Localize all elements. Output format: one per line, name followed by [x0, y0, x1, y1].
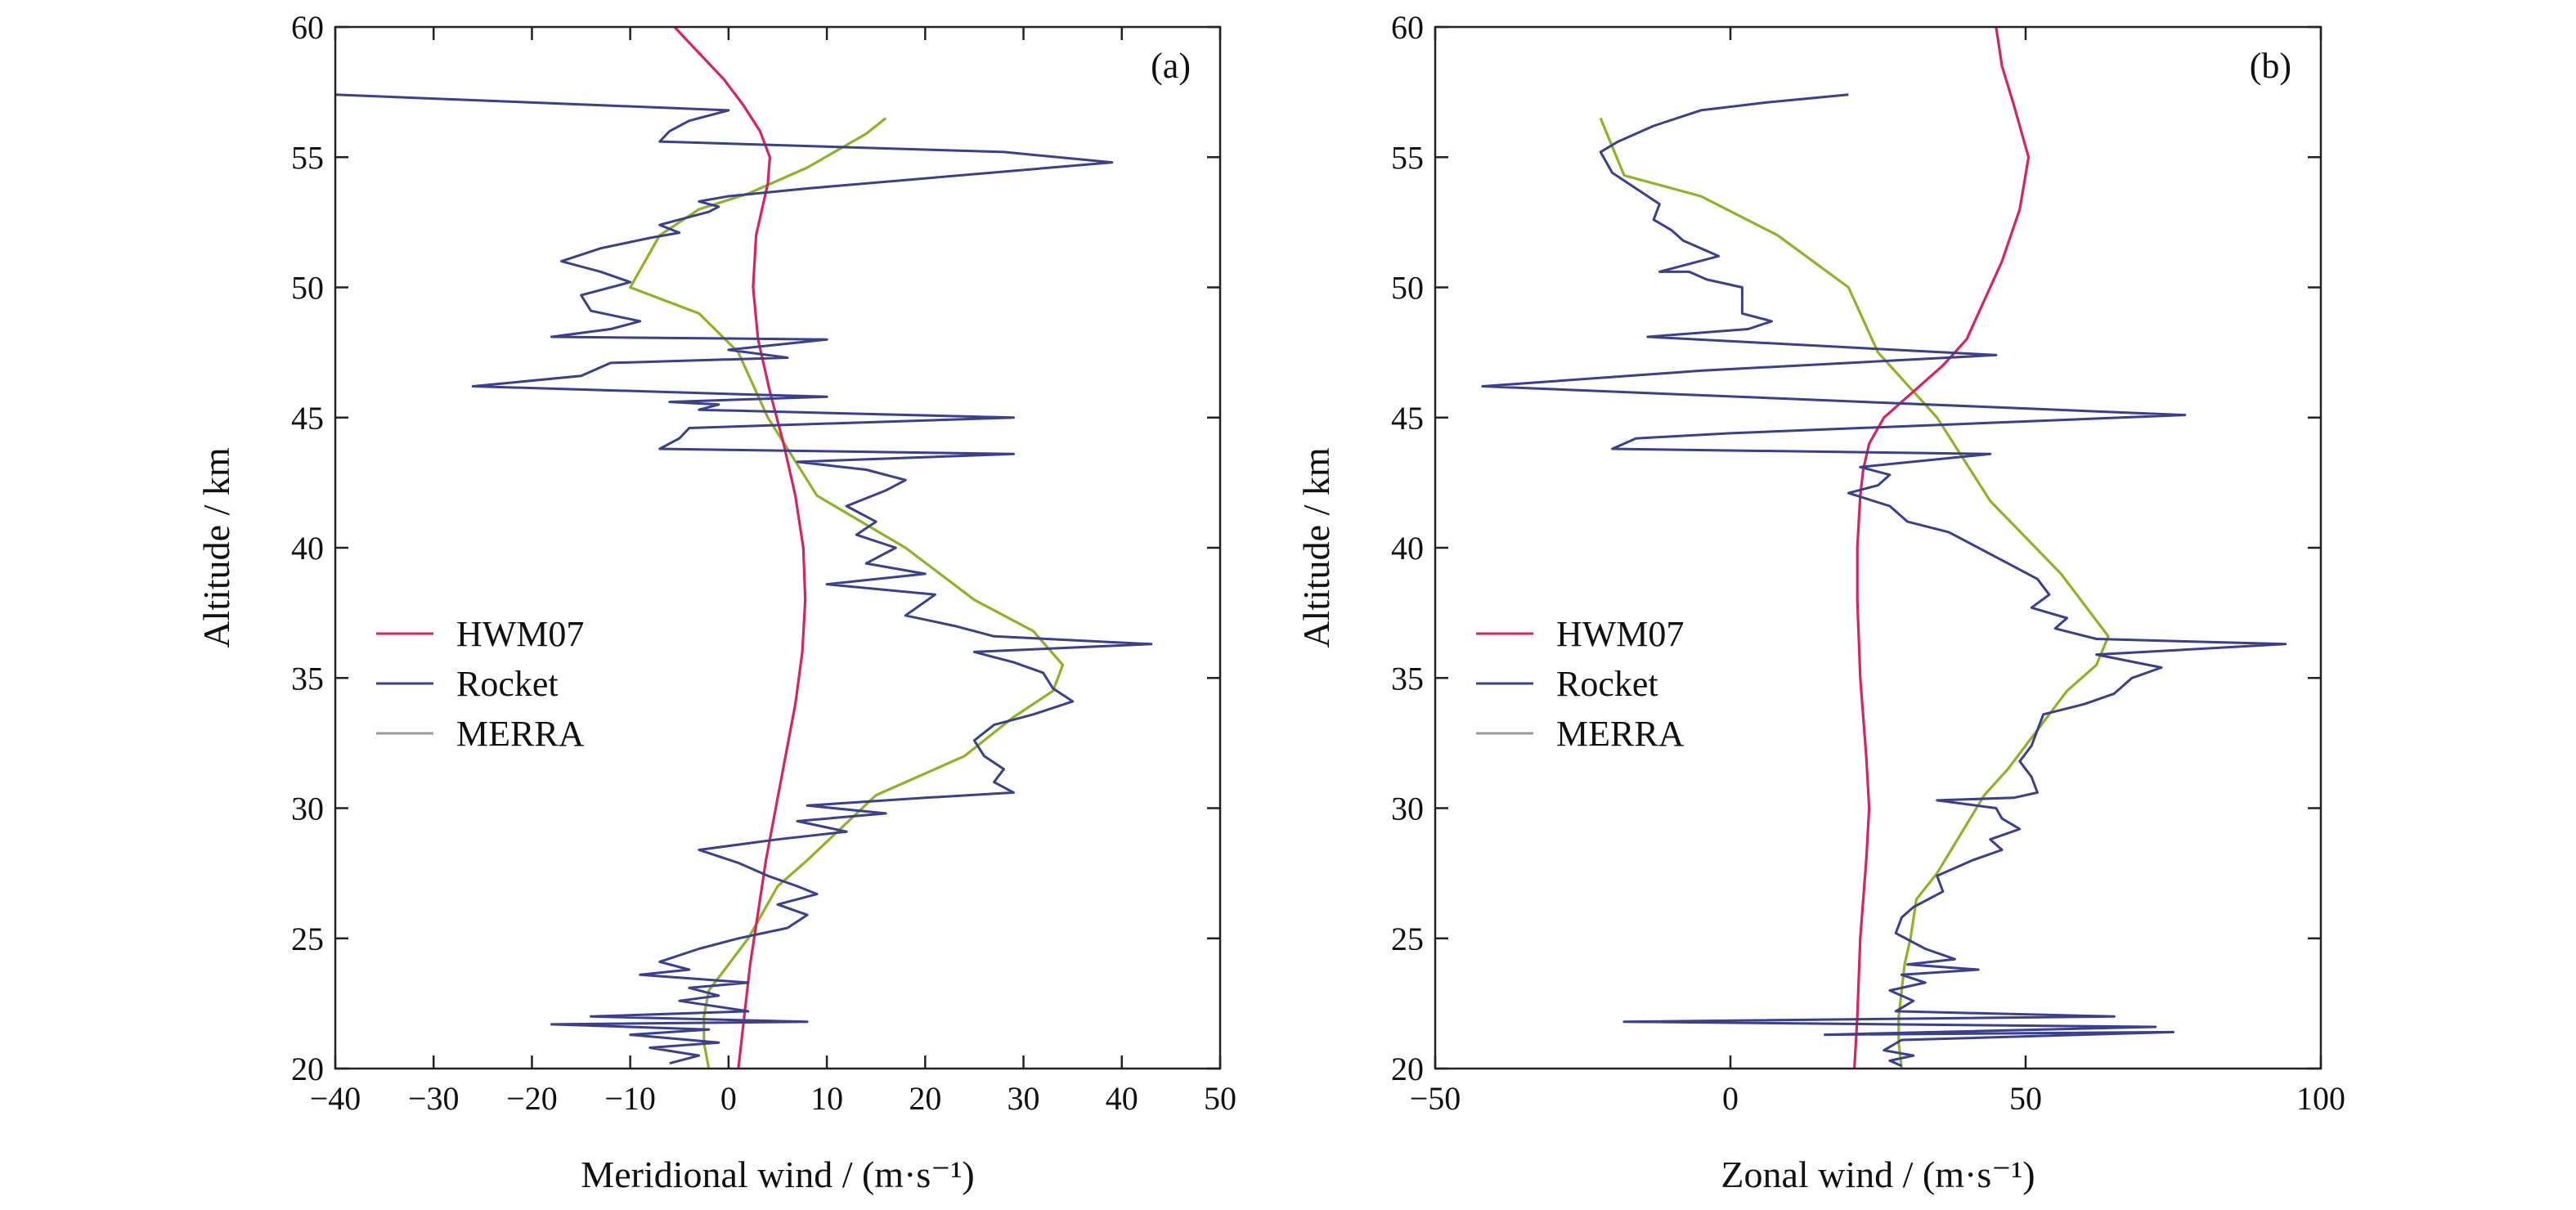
- x-tick-label: 50: [1204, 1080, 1236, 1117]
- x-tick-label: 100: [2296, 1080, 2345, 1117]
- y-tick-label: 20: [1391, 1051, 1424, 1087]
- x-tick-label: −50: [1410, 1080, 1461, 1117]
- panel-b: −50 0 50 100 20 25 30 35 40 45 50 55 60 Zonal wind / …: [1295, 9, 2345, 1195]
- legend-label-rocket: Rocket: [456, 664, 559, 704]
- y-tick-label: 40: [291, 530, 324, 567]
- series-line-hwm07: [1853, 27, 2031, 1069]
- y-tick-label: 45: [291, 400, 324, 437]
- y-tick-label: 60: [291, 9, 324, 46]
- y-tick-label: 20: [291, 1051, 324, 1087]
- y-tick-label: 55: [291, 139, 324, 176]
- x-tick-label: 20: [909, 1080, 941, 1117]
- legend-label-merra: MERRA: [1556, 714, 1685, 754]
- series-line-merra: [1599, 117, 2110, 1069]
- x-tick-label: 40: [1106, 1080, 1138, 1117]
- legend-label-merra: MERRA: [456, 714, 585, 754]
- y-tick-label: 25: [291, 921, 324, 957]
- series-line-hwm07: [673, 27, 807, 1069]
- plot-frame: [1434, 25, 2322, 1070]
- x-tick-label: −30: [408, 1080, 460, 1117]
- legend-label-hwm07: HWM07: [456, 614, 584, 654]
- legend: HWM07 Rocket MERRA: [376, 614, 585, 754]
- series-lines: [1481, 27, 2287, 1069]
- x-tick-label: −20: [506, 1080, 558, 1117]
- series-lines: [335, 27, 1153, 1069]
- panel-a: −40 −30 −20 −10 0 10 20 30 40 50 20 25 30 35 40 45 50 55 6…: [195, 9, 1236, 1195]
- x-tick-label: 0: [1722, 1080, 1739, 1117]
- y-tick-label: 35: [291, 660, 324, 697]
- plot-frame: [334, 25, 1222, 1070]
- y-tick-label: 60: [1391, 9, 1424, 46]
- x-axis-title: Meridional wind / (m·s⁻¹): [581, 1154, 974, 1195]
- y-tick-label: 30: [291, 791, 324, 827]
- y-tick-label: 40: [1391, 530, 1424, 567]
- series-line-rocket: [1481, 93, 2287, 1068]
- y-tick-label: 50: [291, 270, 324, 307]
- y-tick-label: 45: [1391, 400, 1424, 437]
- x-tick-label: −40: [310, 1080, 361, 1117]
- x-tick-label: 0: [720, 1080, 737, 1117]
- panel-label: (b): [2250, 46, 2291, 86]
- x-tick-label: 10: [810, 1080, 843, 1117]
- y-tick-label: 25: [1391, 921, 1424, 957]
- y-tick-label: 35: [1391, 660, 1424, 697]
- panel-label: (a): [1151, 46, 1191, 86]
- series-line-rocket: [335, 93, 1153, 1065]
- y-tick-label: 50: [1391, 270, 1424, 307]
- y-axis-title: Altitude / km: [1295, 447, 1337, 648]
- x-tick-label: 50: [2009, 1080, 2042, 1117]
- legend-label-hwm07: HWM07: [1556, 614, 1684, 654]
- series-line-merra: [629, 117, 1065, 1069]
- x-tick-label: 30: [1008, 1080, 1040, 1117]
- y-axis-title: Altitude / km: [195, 447, 237, 648]
- x-axis-title: Zonal wind / (m·s⁻¹): [1721, 1154, 2035, 1195]
- x-tick-label: −10: [604, 1080, 656, 1117]
- y-tick-label: 55: [1391, 139, 1424, 176]
- legend-label-rocket: Rocket: [1556, 664, 1658, 704]
- y-tick-label: 30: [1391, 791, 1424, 827]
- legend: HWM07 Rocket MERRA: [1476, 614, 1685, 754]
